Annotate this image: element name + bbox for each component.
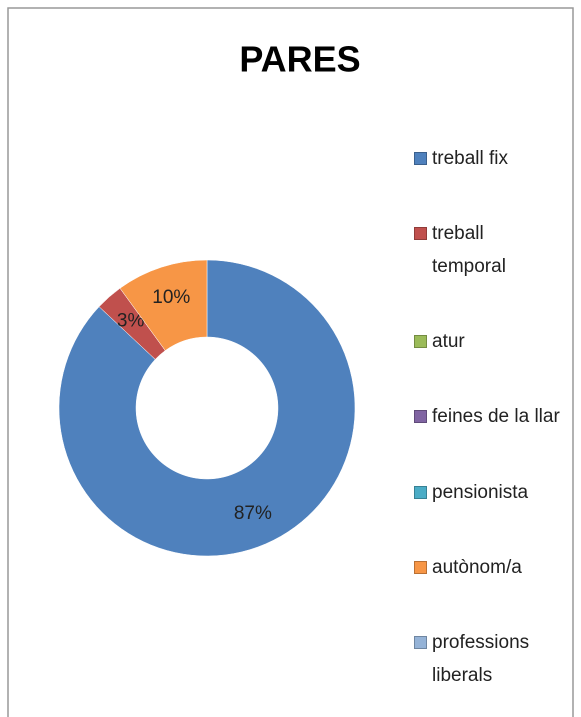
slice-label: 87% [234,503,272,524]
legend-label: autònom/a [432,556,522,578]
legend-item: feines de la llar [414,400,574,433]
legend-swatch [414,560,427,574]
legend-swatch [414,635,427,649]
legend: treball fix treball temporal atur feines de… [414,142,574,692]
frame [7,7,574,717]
legend-item: autònom/a [414,551,574,584]
legend-item: treball fix [414,142,574,175]
legend-item: professions liberals [414,626,574,692]
legend-swatch [414,485,427,499]
legend-label: atur [432,331,465,353]
legend-label: professions liberals [432,631,530,686]
legend-label: pensionista [432,481,529,503]
legend-swatch [414,152,427,165]
legend-label: treball fix [432,148,509,169]
chart-title: PARES [239,39,360,80]
legend-item: atur [414,325,574,358]
legend-item: pensionista [414,476,574,509]
slice-label: 10% [152,287,190,308]
legend-label: feines de la llar [432,406,560,428]
slice-label: 3% [117,310,145,331]
legend-item: treball temporal [414,217,574,283]
slice [58,259,356,557]
legend-label: treball temporal [432,223,506,278]
legend-swatch [414,335,427,349]
legend-swatch [414,227,427,241]
slice [119,259,208,351]
legend-swatch [414,410,427,424]
